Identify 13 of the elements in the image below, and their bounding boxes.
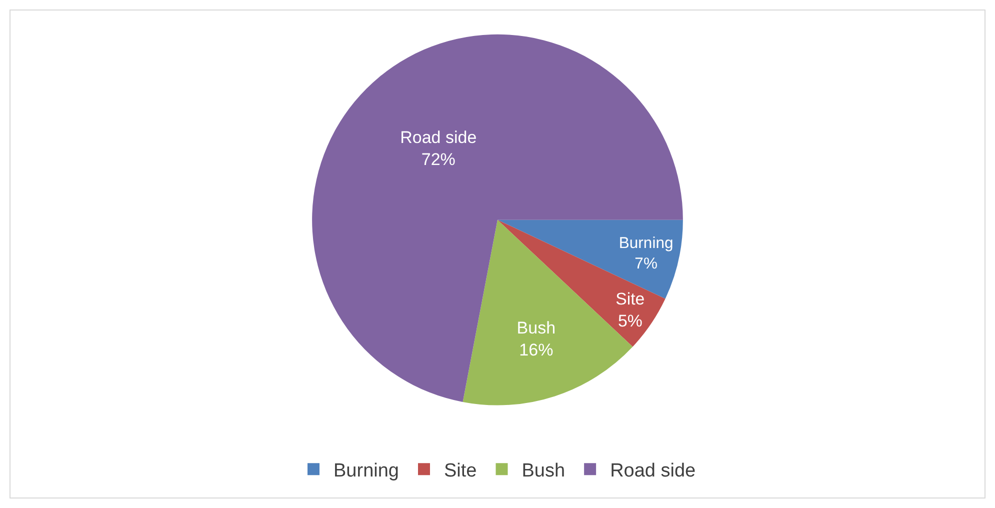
legend-label: Burning xyxy=(334,460,399,482)
legend-label: Bush xyxy=(522,460,566,482)
legend-label: Site xyxy=(444,460,477,482)
legend-label: Road side xyxy=(610,460,696,482)
data-label: 16% xyxy=(519,340,554,360)
slice-label: Road side xyxy=(400,128,477,147)
slice-label: Bush xyxy=(516,318,556,338)
pie-slice xyxy=(312,34,683,402)
slice-label: Site xyxy=(616,289,645,308)
data-label: 72% xyxy=(421,150,456,169)
data-label: 7% xyxy=(634,255,658,272)
data-label: 5% xyxy=(618,311,642,330)
slice-label: Burning xyxy=(618,234,674,252)
